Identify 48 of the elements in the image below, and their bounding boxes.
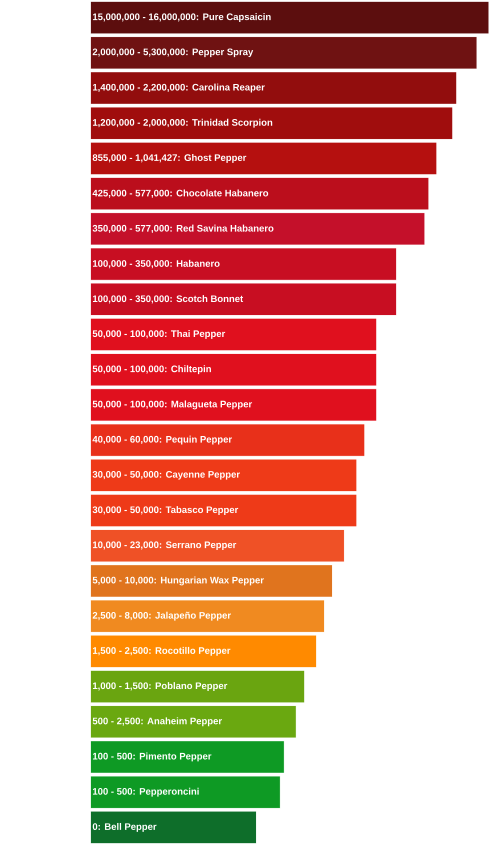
- bar: [90, 776, 280, 808]
- y-tick-label: 855,000 - 1,041,427: Ghost Pepper: [92, 154, 246, 163]
- y-tick-label: 500 - 2,500: Anaheim Pepper: [92, 717, 222, 726]
- bar: [90, 142, 437, 175]
- bar: [90, 353, 377, 386]
- y-tick-label: 100 - 500: Pimento Pepper: [93, 752, 212, 762]
- y-tick-label: 2,500 - 8,000: Jalapeño Pepper: [92, 612, 232, 621]
- y-tick-label: 1,200,000 - 2,000,000: Trinidad Scorpion: [93, 118, 272, 128]
- bar: [90, 388, 377, 422]
- bar: [90, 706, 296, 738]
- y-tick-label: 100,000 - 350,000: Habanero: [93, 260, 220, 268]
- y-tick-label: 100 - 500: Pepperoncini: [93, 788, 199, 797]
- bar: [90, 424, 365, 456]
- bar: [90, 494, 357, 527]
- bar: [90, 740, 284, 774]
- bar: [90, 248, 397, 280]
- bar: [90, 177, 429, 210]
- bar: [90, 600, 325, 632]
- y-tick-label: 1,500 - 2,500: Rocotillo Pepper: [93, 646, 231, 656]
- y-tick-label: 2,000,000 - 5,300,000: Pepper Spray: [92, 48, 254, 58]
- y-tick-label: 50,000 - 100,000: Malagueta Pepper: [92, 400, 252, 410]
- bar: [90, 670, 305, 703]
- y-tick-label: 10,000 - 23,000: Serrano Pepper: [93, 541, 236, 550]
- bar: [90, 635, 317, 668]
- bar: [90, 530, 345, 562]
- y-tick-label: 50,000 - 100,000: Chiltepin: [92, 365, 212, 374]
- y-tick-label: 30,000 - 50,000: Tabasco Pepper: [92, 506, 238, 515]
- y-tick-label: 1,000 - 1,500: Poblano Pepper: [93, 682, 228, 691]
- y-tick-label: 40,000 - 60,000: Pequin Pepper: [92, 436, 232, 445]
- bar: [90, 212, 425, 246]
- bar: [90, 72, 457, 104]
- y-tick-label: 350,000 - 577,000: Red Savina Habanero: [92, 224, 274, 234]
- bar: [90, 36, 478, 70]
- y-tick-label: 5,000 - 10,000: Hungarian Wax Pepper: [92, 576, 264, 586]
- bar: [90, 564, 333, 598]
- y-tick-label: 0: Bell Pepper: [92, 822, 157, 832]
- bar: [90, 811, 257, 844]
- y-tick-label: 100,000 - 350,000: Scotch Bonnet: [93, 295, 244, 304]
- bar: [90, 459, 357, 492]
- y-tick-label: 50,000 - 100,000: Thai Pepper: [92, 330, 226, 339]
- y-tick-label: 30,000 - 50,000: Cayenne Pepper: [92, 471, 240, 480]
- bar: [90, 283, 397, 316]
- y-tick-label: 425,000 - 577,000: Chocolate Habanero: [92, 189, 268, 198]
- bar: [90, 107, 453, 140]
- y-tick-label: 15,000,000 - 16,000,000: Pure Capsaicin: [93, 13, 271, 22]
- y-tick-label: 1,400,000 - 2,200,000: Carolina Reaper: [93, 84, 265, 92]
- bar: [90, 318, 377, 351]
- bar: [90, 1, 489, 34]
